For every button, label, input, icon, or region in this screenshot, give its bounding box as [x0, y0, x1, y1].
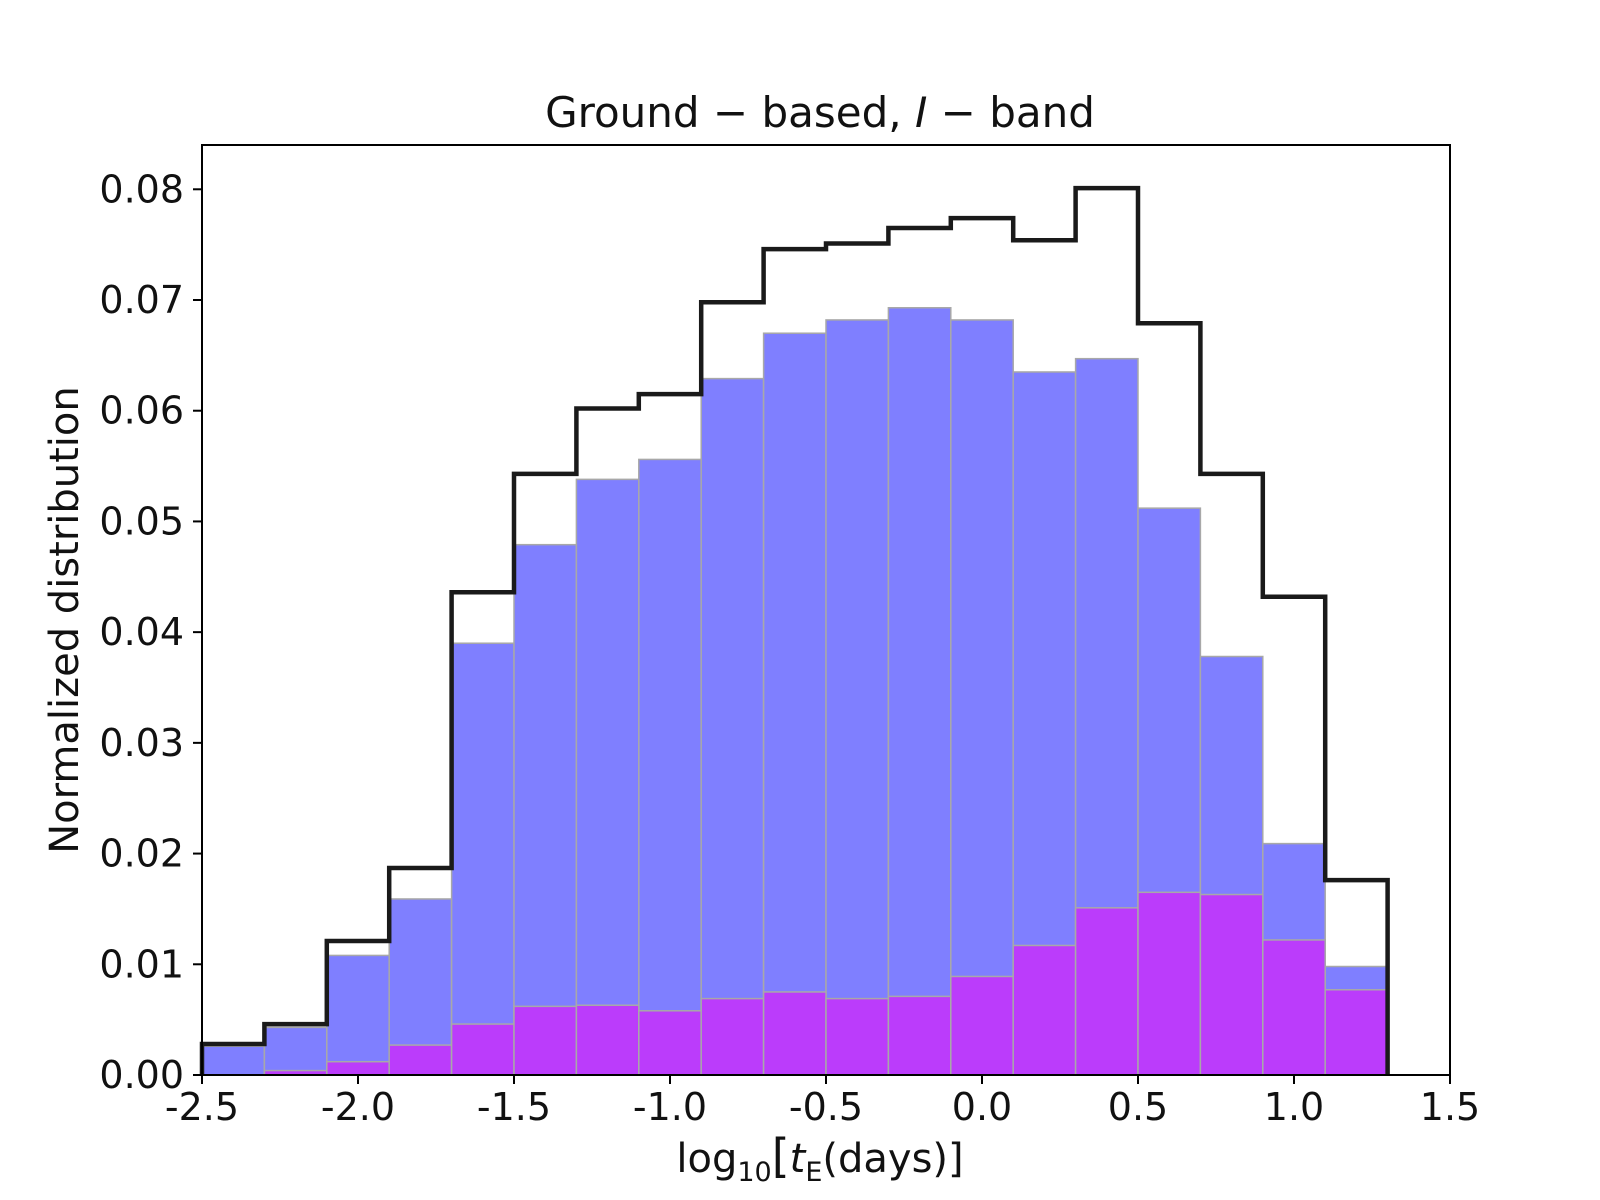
x-tick-label: 0.0: [952, 1085, 1012, 1129]
purple-bar: [326, 1060, 390, 1076]
purple-bar: [450, 1023, 515, 1076]
blue-bar: [638, 458, 702, 1076]
y-tick-label: 0.03: [99, 721, 184, 765]
blue-bar: [887, 307, 952, 1076]
blue-bar: [950, 319, 1014, 1076]
ticks-layer: -2.5 -2.0 -1.5 -1.0 -0.5 0.0 0.5 1.0 1.5 0.00 0.01…: [99, 167, 1480, 1129]
purple-bar: [700, 997, 765, 1076]
purple-bar: [1262, 939, 1326, 1076]
purple-bar: [1012, 944, 1077, 1076]
x-tick-label: -2.5: [165, 1085, 239, 1129]
purple-bar: [513, 1005, 578, 1076]
purple-bar: [388, 1044, 453, 1076]
purple-bar: [1199, 893, 1264, 1076]
blue-bar: [513, 543, 578, 1076]
total-step-line: [199, 185, 1390, 1075]
blue-bar: [326, 954, 390, 1076]
x-tick-label: 1.5: [1420, 1085, 1480, 1129]
purple-bar: [1324, 989, 1389, 1076]
blue-bar: [201, 1045, 266, 1076]
purple-bar: [762, 991, 827, 1076]
step-layer: [199, 185, 1390, 1075]
y-axis-title: Normalized distribution: [42, 386, 88, 854]
y-tick-label: 0.07: [99, 278, 184, 322]
x-axis-title: log10[tE(days)]: [676, 1129, 963, 1188]
purple-bar: [1137, 891, 1202, 1076]
blue-bar: [700, 377, 765, 1076]
y-tick-label: 0.04: [99, 610, 184, 654]
blue-bar: [762, 332, 827, 1076]
y-tick-label: 0.00: [99, 1053, 184, 1097]
purple-bar: [825, 997, 890, 1076]
blue-bar: [450, 642, 515, 1076]
x-tick-label: -1.0: [633, 1085, 707, 1129]
y-tick-label: 0.02: [99, 832, 184, 876]
chart-title: Ground − based, I − band: [545, 88, 1095, 137]
bars-layer: [201, 307, 1389, 1076]
purple-bar: [638, 1010, 702, 1076]
y-tick-label: 0.05: [99, 499, 184, 543]
y-tick-label: 0.01: [99, 942, 184, 986]
purple-bar: [950, 975, 1014, 1076]
x-tick-label: 1.0: [1264, 1085, 1324, 1129]
blue-bar: [825, 319, 890, 1076]
purple-bar: [575, 1004, 640, 1076]
x-tick-label: -2.0: [321, 1085, 395, 1129]
y-tick-label: 0.06: [99, 389, 184, 433]
purple-bar: [887, 995, 952, 1076]
y-tick-label: 0.08: [99, 167, 184, 211]
blue-bar: [575, 478, 640, 1076]
x-tick-label: -0.5: [789, 1085, 863, 1129]
x-tick-label: -1.5: [477, 1085, 551, 1129]
blue-bar: [263, 1026, 328, 1076]
x-tick-label: 0.5: [1108, 1085, 1168, 1129]
purple-bar: [1074, 907, 1139, 1076]
